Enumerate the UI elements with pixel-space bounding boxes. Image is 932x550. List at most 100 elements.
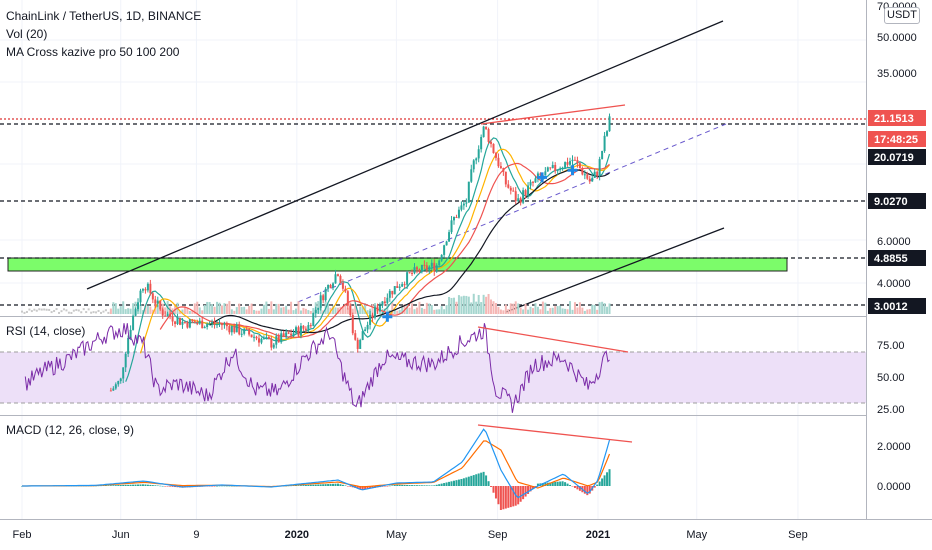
candle-body [117,381,120,385]
candle-body [415,267,418,270]
candle-body [248,329,251,335]
candle-body [161,309,164,316]
volume-bar [124,309,127,314]
macd-histogram-bar [586,486,589,496]
macd-histogram-bar [569,485,572,486]
time-axis-tick-label: Feb [13,529,32,541]
channel-lower-trendline[interactable] [505,227,725,313]
price-axis[interactable]: 70.000050.000035.00006.00004.000021.1513… [868,1,926,493]
macd-histogram-bar [332,483,335,486]
time-axis[interactable]: Feb Jun 9 2020 May Sep 2021 May Sep [13,529,808,541]
candle-body [381,301,384,306]
volume-bar [99,311,102,314]
macd-divergence-line[interactable] [477,424,633,443]
macd-histogram-bar [467,476,470,486]
candle-body [413,267,416,274]
macd-histogram-bar [578,486,581,491]
price-label-text: 4.8855 [874,253,908,265]
volume-bar [275,303,278,314]
price-axis-tick-label: 4.0000 [877,278,911,290]
macd-histogram-bar [112,485,115,486]
macd-histogram-bar [497,486,500,505]
candle-body [223,323,226,326]
volume-bar [401,306,404,314]
candle-body [354,333,357,340]
candle-body [203,326,206,329]
volume-bar [87,308,90,311]
rsi-divergence-line[interactable] [477,326,629,353]
volume-bar [53,309,56,312]
volume-bar [435,309,438,314]
channel-mid-dashed-line[interactable] [297,123,727,303]
candle-body [564,162,567,168]
macd-histogram-bar [408,485,411,486]
volume-bar [361,306,364,314]
macd-histogram-bar [403,484,406,486]
volume-bar [109,308,112,314]
candle-body [211,321,214,324]
macd-histogram-bar [324,484,327,486]
macd-histogram-bar [556,481,559,486]
candle-body [522,190,525,203]
price-label-box [868,250,926,266]
macd-histogram-bar [564,482,567,486]
macd-histogram-bar [583,486,586,494]
macd-histogram-bar [391,485,394,486]
candle-body [282,333,285,337]
macd-histogram-bar [487,481,490,486]
volume-bar [307,310,310,314]
macd-histogram-bar [159,485,162,487]
volume-bar [267,308,270,314]
candle-body [433,262,436,272]
macd-histogram-bar [566,483,569,486]
macd-histogram-bar [433,485,436,486]
macd-histogram-bar [309,484,312,486]
candle-body [312,313,315,326]
moving-averages [125,137,611,382]
candle-body [371,314,374,318]
channel-upper-trendline[interactable] [86,20,724,290]
macd-histogram-bar [137,484,140,486]
support-zone[interactable] [7,257,788,272]
volume-bar [440,306,443,314]
candle-body [243,328,246,334]
price-label-text: 17:48:25 [874,134,918,146]
candle-body [596,171,599,176]
candle-body [349,305,352,315]
candle-body [482,126,485,138]
chart-legend: ChainLink / TetherUS, 1D, BINANCE Vol (2… [6,7,201,61]
macd-histogram-bar [425,485,428,486]
volume-bar [336,307,339,314]
volume-bar [65,309,68,312]
volume-bar [334,307,337,314]
volume-bar [104,309,107,312]
volume-bar [531,308,534,314]
volume-bar [415,307,418,314]
time-axis-tick-label: 2020 [285,529,309,541]
macd-histogram-bar [319,484,322,486]
macd-histogram-bar [482,471,485,486]
macd-histogram-bar [598,481,601,486]
candle-body [492,143,495,154]
volume-bar [290,301,293,314]
volume-bar [398,309,401,314]
currency-unit-badge[interactable]: USDT [884,7,920,24]
volume-bar [257,310,260,314]
candle-body [280,333,283,343]
volume-bar [507,309,510,314]
candle-body [578,163,581,168]
ma-cross-marker [382,311,393,322]
macd-histogram-bar [208,486,211,487]
macd-histogram-bar [430,485,433,486]
candle-body [378,305,381,312]
price-label-box [868,149,926,165]
price-divergence-line[interactable] [480,104,626,125]
macd-histogram-bar [304,484,307,486]
candle-body [445,241,448,246]
candle-body [509,187,512,191]
macd-histogram-bar [107,485,110,486]
candle-body [497,157,500,167]
macd-histogram-bar [134,484,137,486]
macd-histogram-bar [104,485,107,486]
